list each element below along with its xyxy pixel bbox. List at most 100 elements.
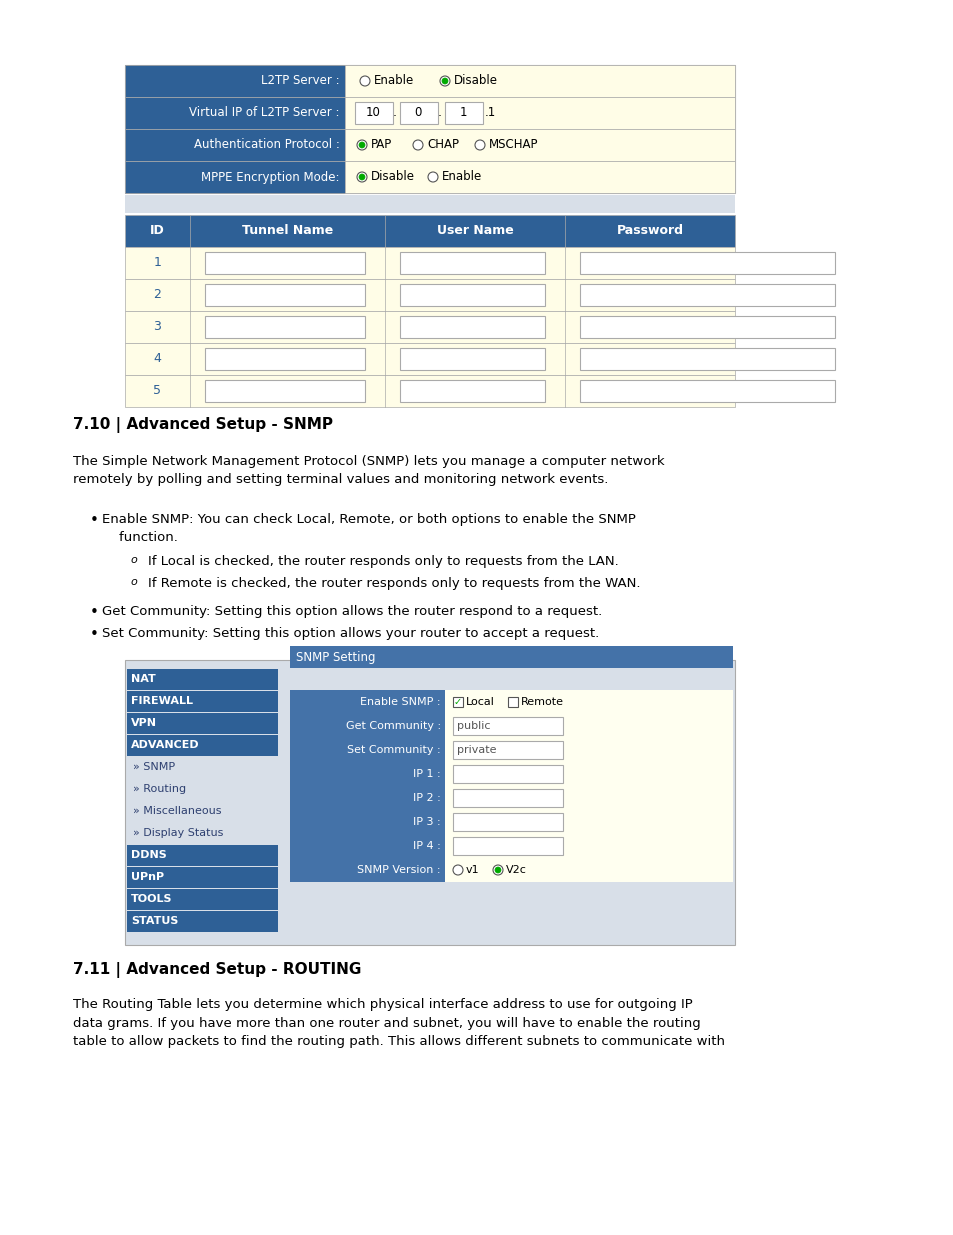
Text: IP 3 :: IP 3 :	[413, 818, 440, 827]
Text: Disable: Disable	[371, 170, 415, 184]
Text: User Name: User Name	[436, 225, 513, 237]
FancyBboxPatch shape	[290, 714, 444, 739]
Circle shape	[428, 172, 437, 182]
FancyBboxPatch shape	[399, 284, 544, 306]
FancyBboxPatch shape	[444, 834, 732, 858]
Text: » SNMP: » SNMP	[132, 762, 175, 772]
FancyBboxPatch shape	[444, 103, 482, 124]
FancyBboxPatch shape	[127, 802, 277, 823]
FancyBboxPatch shape	[453, 789, 562, 806]
FancyBboxPatch shape	[205, 380, 365, 403]
FancyBboxPatch shape	[444, 739, 732, 762]
FancyBboxPatch shape	[444, 785, 732, 810]
Text: .: .	[437, 106, 441, 120]
Text: ID: ID	[150, 225, 165, 237]
FancyBboxPatch shape	[127, 823, 277, 844]
FancyBboxPatch shape	[125, 311, 734, 343]
FancyBboxPatch shape	[579, 252, 834, 274]
FancyBboxPatch shape	[127, 669, 277, 690]
FancyBboxPatch shape	[355, 103, 393, 124]
FancyBboxPatch shape	[290, 646, 732, 668]
Text: Authentication Protocol :: Authentication Protocol :	[193, 138, 339, 152]
Text: •: •	[90, 627, 99, 642]
Text: V2c: V2c	[505, 864, 526, 876]
Circle shape	[475, 140, 484, 149]
FancyBboxPatch shape	[453, 764, 562, 783]
Text: Local: Local	[465, 697, 495, 706]
FancyBboxPatch shape	[453, 697, 462, 706]
Circle shape	[495, 867, 500, 873]
FancyBboxPatch shape	[399, 252, 544, 274]
Circle shape	[358, 174, 365, 180]
FancyBboxPatch shape	[205, 348, 365, 370]
FancyBboxPatch shape	[125, 343, 734, 375]
Text: The Routing Table lets you determine which physical interface address to use for: The Routing Table lets you determine whi…	[73, 998, 724, 1049]
FancyBboxPatch shape	[579, 316, 834, 338]
Text: ✓: ✓	[454, 697, 461, 706]
Text: 10: 10	[365, 106, 380, 120]
Text: Enable SNMP :: Enable SNMP :	[360, 697, 440, 706]
Text: STATUS: STATUS	[131, 916, 178, 926]
FancyBboxPatch shape	[453, 741, 562, 760]
FancyBboxPatch shape	[125, 195, 734, 212]
FancyBboxPatch shape	[125, 65, 345, 98]
FancyBboxPatch shape	[453, 813, 562, 831]
FancyBboxPatch shape	[579, 348, 834, 370]
FancyBboxPatch shape	[399, 380, 544, 403]
FancyBboxPatch shape	[125, 98, 345, 128]
FancyBboxPatch shape	[290, 690, 444, 714]
Text: 5: 5	[153, 384, 161, 398]
FancyBboxPatch shape	[444, 810, 732, 834]
Text: 7.10 | Advanced Setup - SNMP: 7.10 | Advanced Setup - SNMP	[73, 417, 333, 433]
Text: v1: v1	[465, 864, 479, 876]
FancyBboxPatch shape	[125, 247, 734, 279]
Text: NAT: NAT	[131, 674, 155, 684]
Text: IP 4 :: IP 4 :	[413, 841, 440, 851]
Text: CHAP: CHAP	[427, 138, 458, 152]
FancyBboxPatch shape	[444, 762, 732, 785]
Text: » Miscellaneous: » Miscellaneous	[132, 806, 221, 816]
Text: Enable: Enable	[374, 74, 414, 88]
FancyBboxPatch shape	[125, 65, 734, 193]
Text: 3: 3	[153, 321, 161, 333]
Text: IP 1 :: IP 1 :	[413, 769, 440, 779]
Circle shape	[453, 864, 462, 876]
FancyBboxPatch shape	[127, 889, 277, 910]
Text: If Remote is checked, the router responds only to requests from the WAN.: If Remote is checked, the router respond…	[148, 577, 639, 590]
FancyBboxPatch shape	[290, 810, 444, 834]
Text: •: •	[90, 605, 99, 620]
Text: MSCHAP: MSCHAP	[489, 138, 537, 152]
Text: Virtual IP of L2TP Server :: Virtual IP of L2TP Server :	[190, 106, 339, 120]
Text: Disable: Disable	[454, 74, 497, 88]
FancyBboxPatch shape	[399, 103, 437, 124]
FancyBboxPatch shape	[345, 128, 734, 161]
FancyBboxPatch shape	[127, 911, 277, 932]
FancyBboxPatch shape	[399, 316, 544, 338]
Text: SNMP Version :: SNMP Version :	[357, 864, 440, 876]
Circle shape	[356, 172, 367, 182]
Circle shape	[358, 142, 365, 148]
Text: o: o	[130, 577, 136, 587]
Text: 4: 4	[153, 352, 161, 366]
Text: DDNS: DDNS	[131, 850, 167, 860]
Text: 0: 0	[414, 106, 421, 120]
Text: Set Community: Setting this option allows your router to accept a request.: Set Community: Setting this option allow…	[102, 627, 598, 640]
FancyBboxPatch shape	[345, 98, 734, 128]
Text: Remote: Remote	[520, 697, 563, 706]
FancyBboxPatch shape	[127, 867, 277, 888]
Text: 1: 1	[153, 257, 161, 269]
Text: private: private	[456, 745, 496, 755]
Text: 1: 1	[458, 106, 466, 120]
Text: public: public	[456, 721, 490, 731]
FancyBboxPatch shape	[205, 316, 365, 338]
Text: Password: Password	[616, 225, 682, 237]
Text: 2: 2	[153, 289, 161, 301]
FancyBboxPatch shape	[127, 692, 277, 713]
FancyBboxPatch shape	[205, 252, 365, 274]
FancyBboxPatch shape	[507, 697, 517, 706]
Text: Enable: Enable	[441, 170, 482, 184]
Text: Tunnel Name: Tunnel Name	[242, 225, 333, 237]
FancyBboxPatch shape	[453, 718, 562, 735]
Text: IP 2 :: IP 2 :	[413, 793, 440, 803]
Text: ADVANCED: ADVANCED	[131, 740, 199, 750]
